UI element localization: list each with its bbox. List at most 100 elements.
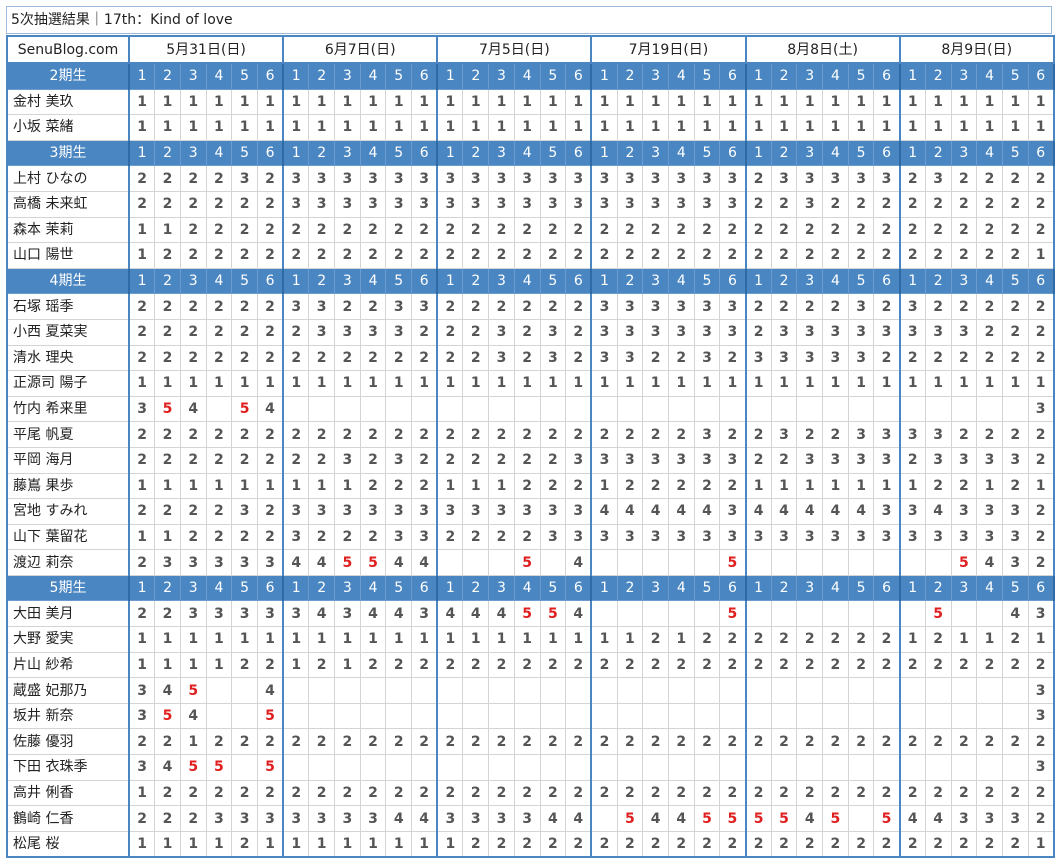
result-cell: 2 <box>1027 549 1055 576</box>
result-cell: 1 <box>205 626 233 653</box>
result-cell: 2 <box>308 728 335 756</box>
slot-number: 4 <box>513 139 541 167</box>
result-cell: 1 <box>873 370 901 397</box>
result-cell: 2 <box>642 626 669 653</box>
slot-number: 2 <box>462 139 490 167</box>
slot-number: 3 <box>179 574 207 602</box>
result-cell: 2 <box>256 242 285 269</box>
slot-number: 4 <box>667 574 695 602</box>
result-cell: 2 <box>154 344 181 372</box>
result-cell: 1 <box>411 830 439 858</box>
result-cell: 2 <box>1027 728 1055 756</box>
result-cell: 1 <box>822 370 849 397</box>
result-cell: 1 <box>334 114 361 141</box>
result-cell: 4 <box>488 600 515 628</box>
result-cell: 2 <box>385 779 413 807</box>
result-cell: 3 <box>1001 549 1029 576</box>
result-cell <box>899 754 926 781</box>
result-cell <box>205 677 233 704</box>
result-cell: 2 <box>436 523 464 551</box>
slot-number: 6 <box>719 62 747 90</box>
result-cell: 2 <box>179 421 207 448</box>
slot-number: 6 <box>1027 267 1055 295</box>
result-cell: 2 <box>873 216 901 244</box>
result-cell: 4 <box>411 805 439 832</box>
result-cell: 2 <box>256 190 285 218</box>
result-cell: 1 <box>205 88 233 116</box>
result-cell: 3 <box>205 549 233 576</box>
result-cell: 3 <box>847 293 875 320</box>
result-cell: 1 <box>616 114 644 141</box>
result-cell: 2 <box>154 165 181 192</box>
result-cell: 3 <box>873 421 901 448</box>
result-cell: 2 <box>565 318 593 346</box>
result-cell <box>693 549 721 576</box>
slot-number: 3 <box>334 267 361 295</box>
result-cell: 2 <box>616 779 644 807</box>
result-cell: 2 <box>642 242 669 269</box>
slot-number: 6 <box>565 267 593 295</box>
result-cell: 3 <box>565 523 593 551</box>
result-cell: 1 <box>693 88 721 116</box>
slot-number: 6 <box>256 574 285 602</box>
result-cell <box>436 702 464 730</box>
result-cell: 3 <box>282 190 310 218</box>
result-cell: 2 <box>513 293 541 320</box>
result-cell <box>822 600 849 628</box>
result-cell: 3 <box>411 600 439 628</box>
result-cell: 2 <box>128 549 156 576</box>
result-cell: 2 <box>847 190 875 218</box>
result-cell: 2 <box>1027 498 1055 525</box>
slot-number: 5 <box>231 139 258 167</box>
result-cell: 5 <box>334 549 361 576</box>
result-cell <box>745 754 772 781</box>
result-cell <box>847 677 875 704</box>
result-cell: 2 <box>796 293 824 320</box>
result-cell: 2 <box>565 728 593 756</box>
result-cell <box>899 702 926 730</box>
result-cell: 1 <box>256 370 285 397</box>
slot-number: 4 <box>205 267 233 295</box>
result-cell: 1 <box>385 370 413 397</box>
result-cell: 2 <box>899 830 926 858</box>
result-cell <box>488 702 515 730</box>
result-cell <box>693 677 721 704</box>
result-cell: 2 <box>128 318 156 346</box>
result-cell: 1 <box>128 114 156 141</box>
result-cell: 1 <box>1027 472 1055 500</box>
result-cell: 2 <box>719 626 747 653</box>
result-cell: 3 <box>231 805 258 832</box>
result-cell: 3 <box>179 600 207 628</box>
result-cell: 2 <box>359 472 387 500</box>
result-cell: 1 <box>411 88 439 116</box>
result-cell: 2 <box>205 344 233 372</box>
result-cell: 2 <box>693 626 721 653</box>
result-cell <box>539 549 567 576</box>
result-cell <box>205 702 233 730</box>
result-cell: 2 <box>539 830 567 858</box>
result-cell: 1 <box>462 626 490 653</box>
result-cell: 3 <box>565 190 593 218</box>
result-cell: 2 <box>1001 293 1029 320</box>
result-cell <box>899 600 926 628</box>
result-cell: 3 <box>334 600 361 628</box>
result-cell: 1 <box>282 830 310 858</box>
result-cell: 3 <box>924 318 952 346</box>
result-cell: 5 <box>154 702 181 730</box>
result-cell: 2 <box>873 728 901 756</box>
member-name: 大田 美月 <box>6 600 130 628</box>
slot-number: 2 <box>154 139 181 167</box>
result-cell: 5 <box>154 395 181 423</box>
result-cell: 2 <box>334 421 361 448</box>
result-cell: 3 <box>950 805 978 832</box>
result-cell: 2 <box>873 779 901 807</box>
slot-number: 2 <box>924 139 952 167</box>
member-name: 竹内 希来里 <box>6 395 130 423</box>
result-cell: 3 <box>128 677 156 704</box>
result-cell <box>488 754 515 781</box>
result-cell <box>462 677 490 704</box>
result-cell: 2 <box>770 651 798 679</box>
result-cell: 3 <box>616 523 644 551</box>
result-cell <box>231 754 258 781</box>
result-cell: 3 <box>462 498 490 525</box>
